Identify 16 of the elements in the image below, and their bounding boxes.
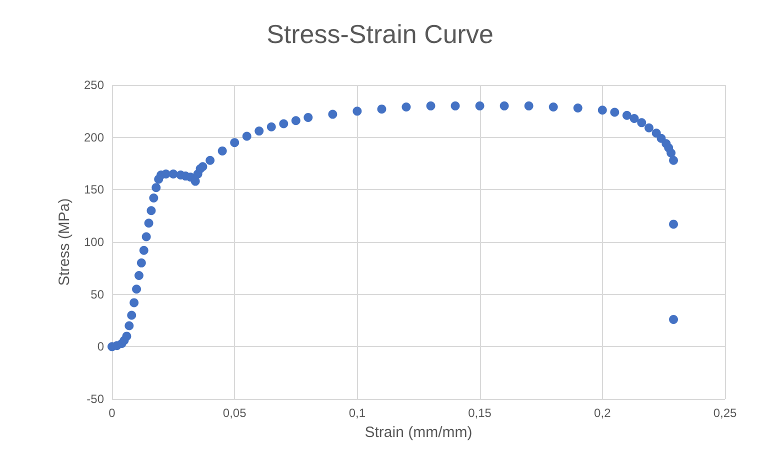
y-tick-label: 250 <box>84 78 104 92</box>
y-tick-label: 200 <box>84 130 104 144</box>
x-tick-label: 0,05 <box>222 406 247 420</box>
x-tick-label: 0,2 <box>594 406 612 420</box>
x-axis-title: Strain (mm/mm) <box>364 424 472 441</box>
x-tick-label: 0,15 <box>468 406 492 420</box>
x-tick-label: 0 <box>108 406 116 420</box>
chart-title: Stress-Strain Curve <box>266 19 494 49</box>
y-tick-label: -50 <box>86 392 104 406</box>
y-tick-label: 100 <box>84 235 104 249</box>
y-tick-label: 0 <box>97 340 104 354</box>
x-tick-label: 0,1 <box>348 406 366 420</box>
x-tick-label: 0,25 <box>713 406 737 420</box>
y-tick-label: 150 <box>84 182 104 197</box>
y-tick-label: 50 <box>90 287 104 302</box>
y-axis-title: Stress (MPa) <box>56 198 73 286</box>
